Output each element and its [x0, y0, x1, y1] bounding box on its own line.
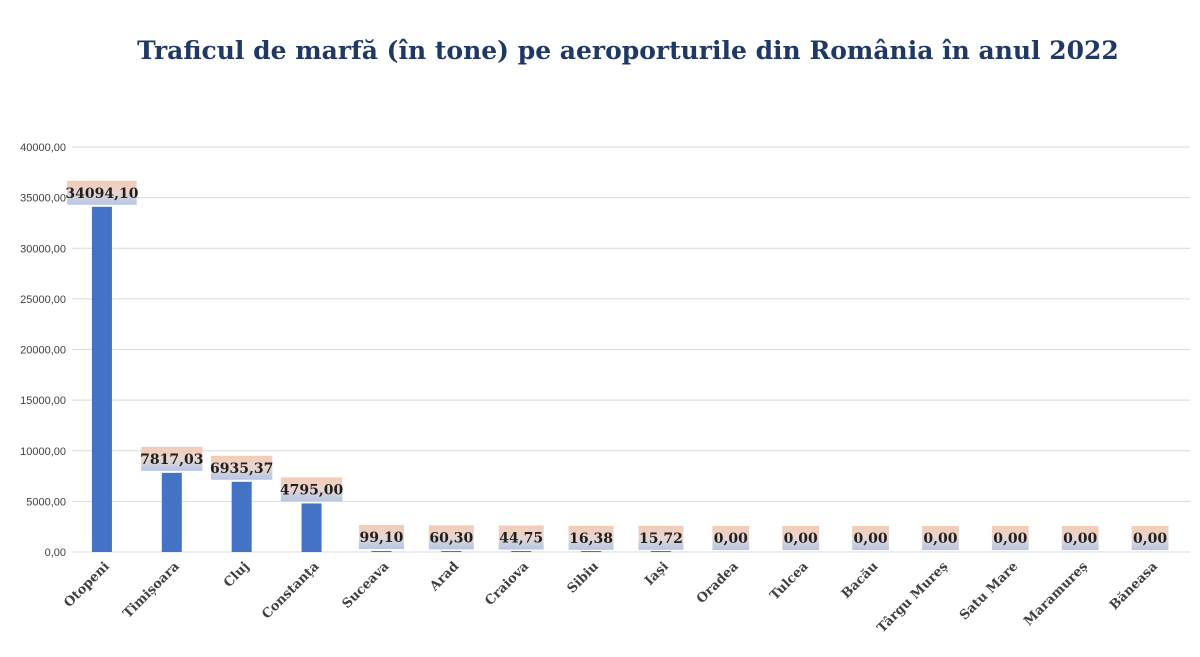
data-label-box: [922, 526, 959, 550]
data-label: 7817,03: [140, 446, 203, 471]
x-category-label: Oradea: [694, 559, 742, 607]
x-category-label: Cluj: [221, 559, 252, 590]
data-label: 0,00: [782, 526, 820, 550]
data-label-box: [1131, 526, 1169, 550]
data-label-box: [712, 526, 750, 550]
data-labels: 34094,10 7817,03 6935,37 4795,00 99,10 60,30 4…: [65, 180, 1169, 550]
data-label-box: [428, 525, 474, 550]
x-category-label: Iași: [642, 559, 672, 589]
data-label-text: 0,00: [923, 531, 957, 547]
data-label: 6935,37: [210, 455, 273, 480]
data-label-text: 0,00: [1133, 531, 1167, 547]
bar: [161, 472, 182, 552]
x-category-label: Târgu Mureș: [874, 559, 951, 636]
bar: [91, 206, 112, 552]
data-label-text: 7817,03: [140, 452, 203, 468]
x-category-label: Arad: [426, 559, 462, 595]
y-tick-label: 15000,00: [20, 395, 66, 407]
data-label-box: [141, 446, 203, 471]
y-tick-label: 40000,00: [20, 142, 66, 154]
data-label-text: 0,00: [993, 531, 1027, 547]
gridlines: [72, 146, 1190, 553]
data-label-text: 99,10: [360, 530, 404, 546]
bar: [371, 550, 392, 552]
data-label-text: 6935,37: [210, 461, 273, 477]
data-label-text: 44,75: [499, 531, 543, 547]
data-label-box: [280, 477, 343, 502]
y-axis-ticks: 0,00 5000,00 10000,00 15000,00 20000,00 25000…: [20, 142, 66, 559]
data-label-box: [991, 526, 1029, 550]
data-label-text: 4795,00: [280, 482, 344, 498]
data-label: 99,10: [358, 524, 404, 549]
data-label: 15,72: [638, 525, 684, 550]
data-label: 4795,00: [280, 477, 344, 502]
data-label-box: [638, 525, 684, 550]
y-tick-label: 35000,00: [20, 193, 66, 205]
bar: [231, 481, 252, 552]
data-label: 16,38: [568, 525, 614, 550]
bar: [511, 551, 532, 552]
data-label-box: [498, 525, 544, 550]
data-label: 34094,10: [65, 180, 139, 205]
x-category-label: Timișoara: [120, 559, 183, 622]
x-category-label: Maramureș: [1021, 559, 1091, 629]
x-category-label: Satu Mare: [957, 559, 1021, 623]
bar: [650, 551, 671, 552]
y-tick-label: 20000,00: [20, 345, 66, 357]
bar: [301, 503, 322, 552]
x-category-label: Suceava: [340, 559, 393, 612]
data-label: 0,00: [991, 526, 1029, 550]
data-label-box: [67, 180, 137, 205]
y-tick-label: 25000,00: [20, 294, 66, 306]
chart-title: Traficul de marfă (în tone) pe aeroportu…: [137, 36, 1119, 65]
x-axis-categories: Otopeni Timișoara Cluj Constanța Suceava Arad…: [61, 559, 1161, 636]
y-tick-label: 30000,00: [20, 243, 66, 255]
data-label-text: 60,30: [429, 530, 473, 546]
data-label-box: [1061, 526, 1099, 550]
data-label-box: [568, 525, 614, 550]
data-label: 0,00: [852, 526, 889, 550]
x-category-label: Constanța: [259, 559, 322, 622]
data-label-text: 15,72: [639, 531, 683, 547]
data-label: 60,30: [428, 525, 474, 550]
y-tick-label: 0,00: [45, 547, 66, 559]
data-label-text: 16,38: [569, 531, 613, 547]
y-tick-label: 10000,00: [20, 446, 66, 458]
data-label-text: 0,00: [1063, 531, 1097, 547]
data-label-box: [358, 524, 404, 549]
data-label-text: 0,00: [854, 531, 888, 547]
data-label: 0,00: [922, 526, 959, 550]
data-label-text: 0,00: [714, 531, 748, 547]
data-label: 44,75: [498, 525, 544, 550]
data-label: 0,00: [712, 526, 750, 550]
x-category-label: Băneasa: [1107, 559, 1161, 613]
bars: [91, 206, 671, 552]
data-label-text: 34094,10: [65, 186, 138, 202]
x-category-label: Sibiu: [565, 559, 602, 596]
x-category-label: Otopeni: [61, 559, 112, 610]
data-label: 0,00: [1061, 526, 1099, 550]
bar: [441, 551, 462, 552]
y-tick-label: 5000,00: [26, 496, 66, 508]
data-label: 0,00: [1131, 526, 1169, 550]
x-category-label: Craiova: [482, 559, 532, 609]
data-label-box: [210, 455, 273, 480]
data-label-box: [852, 526, 889, 550]
data-label-box: [782, 526, 820, 550]
data-label-text: 0,00: [784, 531, 818, 547]
x-category-label: Bacău: [839, 559, 882, 602]
x-category-label: Tulcea: [767, 559, 812, 604]
bar: [581, 551, 602, 552]
